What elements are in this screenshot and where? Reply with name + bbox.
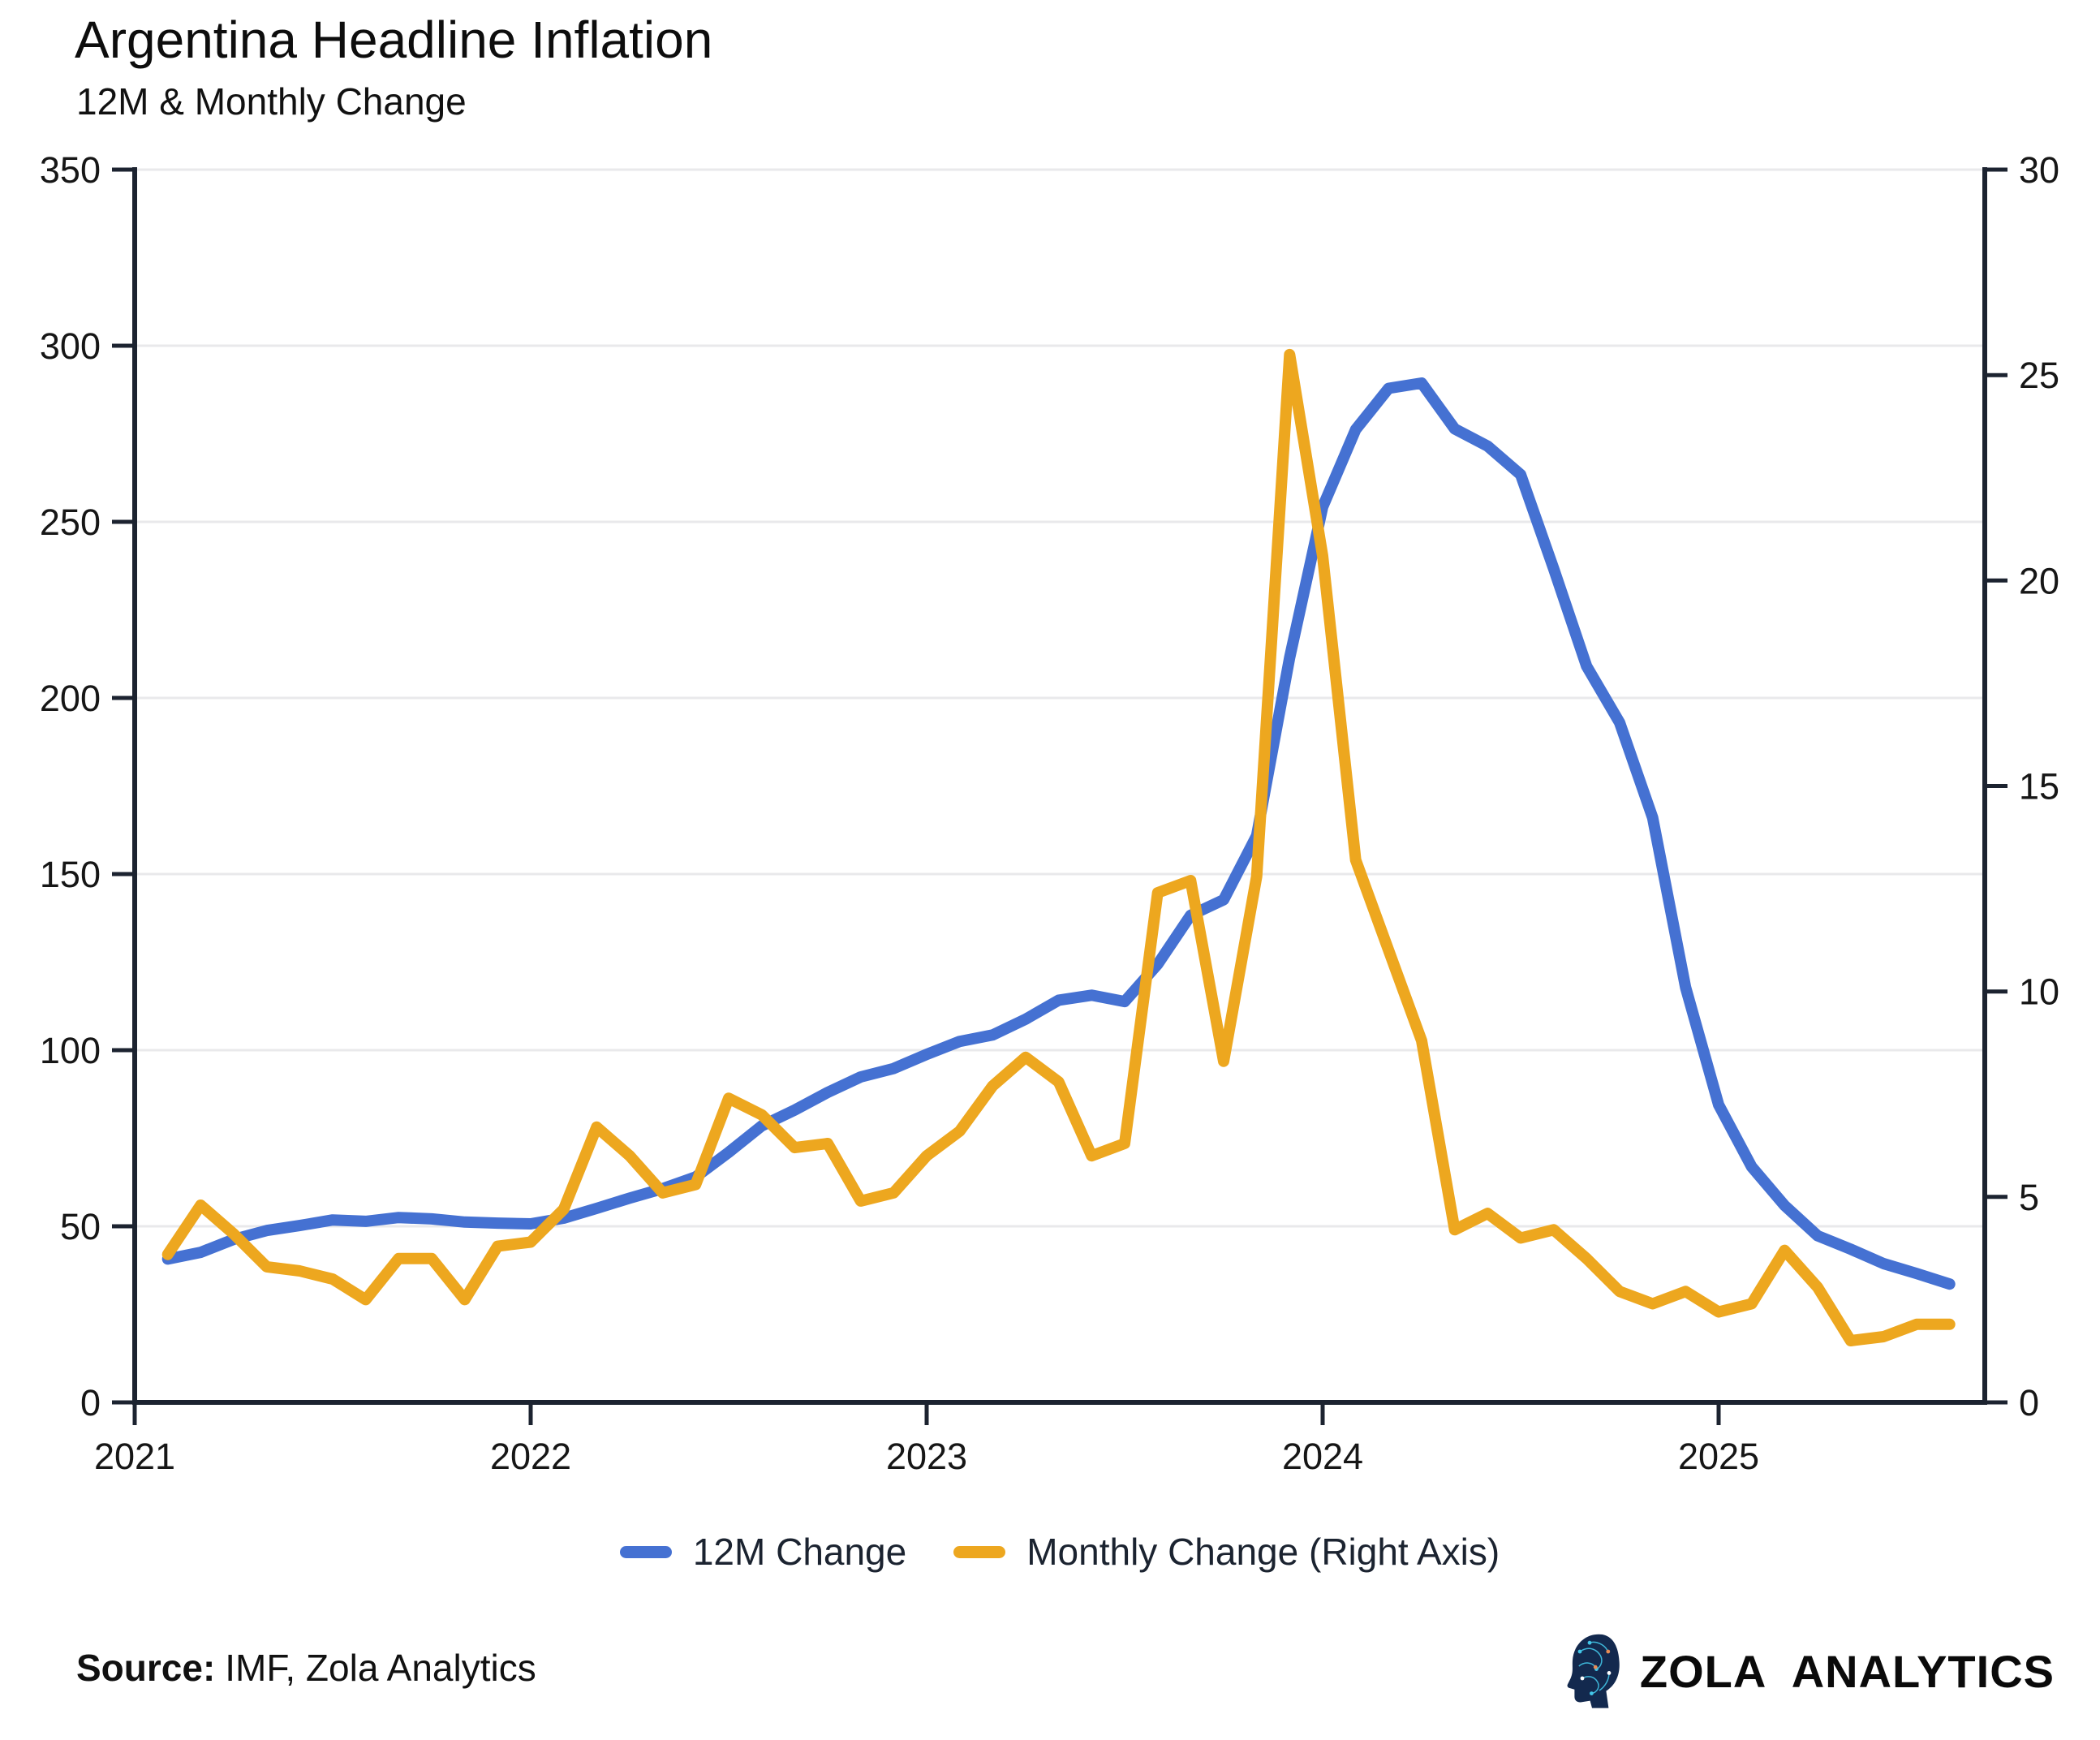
y-tick-label-left: 200 xyxy=(40,678,101,719)
logo-text: ZOLA ANALYTICS xyxy=(1639,1645,2055,1697)
x-tick-label: 2021 xyxy=(94,1436,175,1477)
y-tick-label-left: 250 xyxy=(40,502,101,543)
zola-logo: ZOLA ANALYTICS xyxy=(1565,1623,2055,1719)
x-tick-label: 2024 xyxy=(1282,1436,1363,1477)
source-text: IMF, Zola Analytics xyxy=(225,1647,536,1689)
page-title: Argentina Headline Inflation xyxy=(75,11,713,69)
y-tick-label-right: 0 xyxy=(2019,1382,2039,1423)
page-subtitle: 12M & Monthly Change xyxy=(76,80,467,123)
legend-label-monthly: Monthly Change (Right Axis) xyxy=(1026,1531,1500,1573)
series-monthly-line xyxy=(161,348,1956,1346)
y-tick-label-left: 50 xyxy=(60,1206,101,1247)
y-tick-label-left: 350 xyxy=(40,149,101,191)
legend-label-12m: 12M Change xyxy=(692,1531,907,1573)
zola-logo-icon xyxy=(1567,1634,1620,1708)
legend-item-monthly: Monthly Change (Right Axis) xyxy=(953,1530,1500,1574)
y-tick-label-left: 100 xyxy=(40,1030,101,1071)
y-tick-label-right: 10 xyxy=(2019,971,2059,1013)
legend-swatch-12m xyxy=(619,1545,672,1558)
y-tick-label-right: 30 xyxy=(2019,149,2059,191)
chart-legend: 12M Change Monthly Change (Right Axis) xyxy=(135,1519,1985,1584)
logo-circuit-dots xyxy=(1577,1640,1612,1695)
x-tick-label: 2022 xyxy=(490,1436,571,1477)
y-tick-label-right: 5 xyxy=(2019,1177,2039,1218)
y-tick-label-right: 25 xyxy=(2019,355,2059,396)
x-tick-label: 2025 xyxy=(1678,1436,1759,1477)
legend-swatch-monthly xyxy=(953,1545,1006,1558)
x-tick-label: 2023 xyxy=(886,1436,967,1477)
y-tick-label-left: 300 xyxy=(40,325,101,367)
y-tick-label-left: 0 xyxy=(80,1382,101,1423)
legend-item-12m: 12M Change xyxy=(619,1530,907,1574)
source-note: Source: IMF, Zola Analytics xyxy=(76,1646,536,1690)
y-tick-label-left: 150 xyxy=(40,854,101,895)
source-label: Source: xyxy=(76,1647,216,1689)
y-tick-label-right: 20 xyxy=(2019,560,2059,601)
y-tick-label-right: 15 xyxy=(2019,766,2059,808)
series-12m-line xyxy=(161,377,1956,1290)
logo-head-silhouette xyxy=(1567,1634,1620,1708)
